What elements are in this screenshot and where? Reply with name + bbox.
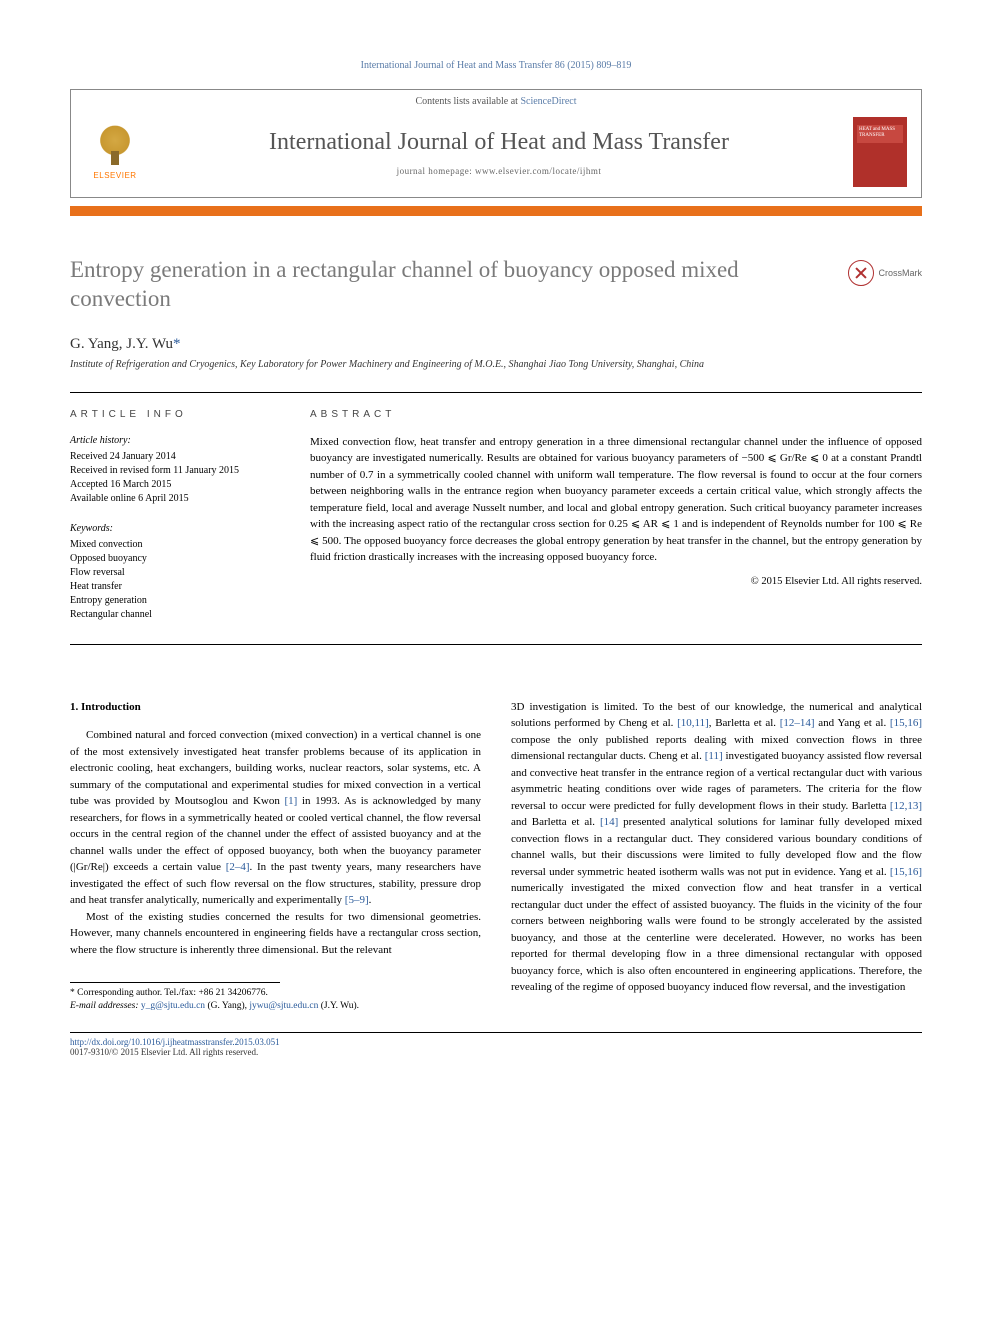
abstract-copyright: © 2015 Elsevier Ltd. All rights reserved… bbox=[310, 576, 922, 587]
abstract-text: Mixed convection flow, heat transfer and… bbox=[310, 434, 922, 566]
citation-link[interactable]: [11] bbox=[705, 750, 723, 762]
keyword: Opposed buoyancy bbox=[70, 552, 280, 566]
crossmark-icon bbox=[848, 260, 874, 286]
history-item: Received 24 January 2014 bbox=[70, 450, 280, 464]
citation-link[interactable]: [14] bbox=[600, 816, 618, 828]
keyword: Flow reversal bbox=[70, 566, 280, 580]
footnote-divider bbox=[70, 982, 280, 983]
section-heading: 1. Introduction bbox=[70, 699, 481, 716]
cover-text: HEAT and MASS TRANSFER bbox=[859, 127, 907, 138]
body-paragraph: Combined natural and forced convection (… bbox=[70, 727, 481, 909]
history-item: Received in revised form 11 January 2015 bbox=[70, 464, 280, 478]
footnotes: * Corresponding author. Tel./fax: +86 21… bbox=[70, 987, 481, 1014]
elsevier-tree-icon bbox=[93, 125, 137, 169]
issn-line: 0017-9310/© 2015 Elsevier Ltd. All right… bbox=[70, 1047, 258, 1057]
affiliation: Institute of Refrigeration and Cryogenic… bbox=[70, 359, 922, 370]
keywords-label: Keywords: bbox=[70, 522, 280, 536]
bottom-bar: http://dx.doi.org/10.1016/j.ijheatmasstr… bbox=[70, 1032, 922, 1057]
article-title: Entropy generation in a rectangular chan… bbox=[70, 256, 832, 314]
journal-name: International Journal of Heat and Mass T… bbox=[145, 129, 853, 156]
email-link[interactable]: jywu@sjtu.edu.cn bbox=[249, 1001, 318, 1011]
citation-link[interactable]: [1] bbox=[285, 795, 298, 807]
elsevier-logo: ELSEVIER bbox=[85, 120, 145, 184]
citation-link[interactable]: [15,16] bbox=[890, 717, 922, 729]
doi-link[interactable]: http://dx.doi.org/10.1016/j.ijheatmasstr… bbox=[70, 1037, 280, 1047]
elsevier-text: ELSEVIER bbox=[93, 171, 136, 180]
keyword: Entropy generation bbox=[70, 594, 280, 608]
body-column-right: 3D investigation is limited. To the best… bbox=[511, 699, 922, 1014]
citation-link[interactable]: [15,16] bbox=[890, 866, 922, 878]
author-names: G. Yang, J.Y. Wu bbox=[70, 336, 173, 352]
history-label: Article history: bbox=[70, 434, 280, 448]
citation-link[interactable]: [12,13] bbox=[890, 800, 922, 812]
abstract-block: abstract Mixed convection flow, heat tra… bbox=[310, 409, 922, 622]
keyword: Rectangular channel bbox=[70, 608, 280, 622]
body-paragraph: Most of the existing studies concerned t… bbox=[70, 909, 481, 959]
journal-reference: International Journal of Heat and Mass T… bbox=[70, 60, 922, 71]
crossmark-label: CrossMark bbox=[878, 268, 922, 278]
email-link[interactable]: y_g@sjtu.edu.cn bbox=[141, 1001, 205, 1011]
citation-link[interactable]: [2–4] bbox=[226, 861, 250, 873]
divider-bottom bbox=[70, 644, 922, 645]
body-paragraph: 3D investigation is limited. To the best… bbox=[511, 699, 922, 996]
citation-link[interactable]: [12–14] bbox=[780, 717, 815, 729]
crossmark-badge[interactable]: CrossMark bbox=[848, 256, 922, 286]
history-item: Accepted 16 March 2015 bbox=[70, 478, 280, 492]
corr-mark[interactable]: * bbox=[173, 336, 181, 352]
abstract-heading: abstract bbox=[310, 409, 922, 420]
info-heading: article info bbox=[70, 409, 280, 420]
keyword: Mixed convection bbox=[70, 538, 280, 552]
authors: G. Yang, J.Y. Wu* bbox=[70, 336, 922, 353]
journal-homepage: journal homepage: www.elsevier.com/locat… bbox=[145, 166, 853, 176]
journal-header-box: Contents lists available at ScienceDirec… bbox=[70, 89, 922, 198]
history-item: Available online 6 April 2015 bbox=[70, 492, 280, 506]
corresponding-author: * Corresponding author. Tel./fax: +86 21… bbox=[70, 987, 481, 1000]
divider-top bbox=[70, 392, 922, 393]
citation-link[interactable]: [10,11] bbox=[677, 717, 709, 729]
contents-prefix: Contents lists available at bbox=[415, 96, 520, 107]
citation-link[interactable]: [5–9] bbox=[345, 894, 369, 906]
body-column-left: 1. Introduction Combined natural and for… bbox=[70, 699, 481, 1014]
email-line: E-mail addresses: y_g@sjtu.edu.cn (G. Ya… bbox=[70, 1000, 481, 1013]
keyword: Heat transfer bbox=[70, 580, 280, 594]
contents-line: Contents lists available at ScienceDirec… bbox=[71, 90, 921, 111]
orange-bar bbox=[70, 206, 922, 216]
sciencedirect-link[interactable]: ScienceDirect bbox=[520, 96, 576, 107]
journal-cover-thumb: HEAT and MASS TRANSFER bbox=[853, 117, 907, 187]
article-info-block: article info Article history: Received 2… bbox=[70, 409, 280, 622]
